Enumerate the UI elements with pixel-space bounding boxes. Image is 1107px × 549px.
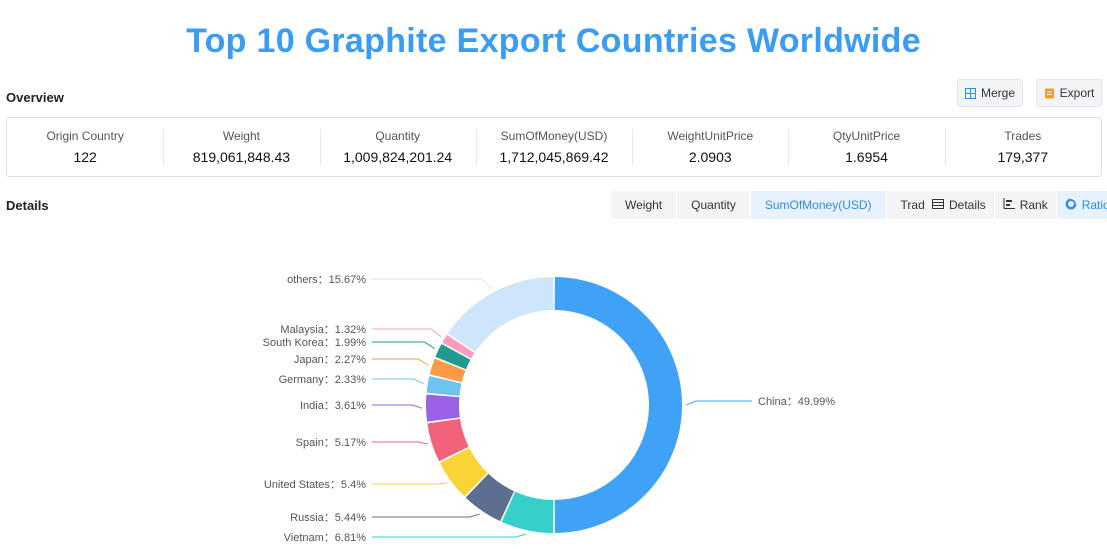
tab-quantity[interactable]: Quantity: [677, 191, 751, 219]
tab-ratio[interactable]: Ratio: [1056, 191, 1107, 219]
slice-label-russia: Russia：5.44%: [290, 512, 366, 524]
tab-ratio-label: Ratio: [1081, 198, 1107, 212]
slice-vietnam[interactable]: [501, 491, 554, 533]
slice-india[interactable]: [426, 394, 460, 422]
merge-button[interactable]: Merge: [957, 79, 1023, 107]
slice-label-malaysia: Malaysia：1.32%: [280, 324, 366, 336]
details-heading: Details: [6, 198, 49, 213]
view-tabs: Details Rank Ratio: [924, 191, 1107, 219]
stat-value: 1.6954: [845, 149, 888, 165]
overview-heading: Overview: [6, 90, 64, 105]
stat-weight-unit-price: WeightUnitPrice 2.0903: [632, 129, 788, 165]
leader-line-china: [685, 400, 752, 406]
slice-japan[interactable]: [429, 358, 466, 383]
stat-qty-unit-price: QtyUnitPrice 1.6954: [788, 129, 944, 165]
slice-label-south-korea: South Korea：1.99%: [263, 337, 367, 349]
slice-others[interactable]: [447, 277, 554, 352]
slice-label-spain: Spain：5.17%: [296, 437, 367, 449]
stat-key: Quantity: [375, 129, 421, 143]
merge-icon: [964, 87, 976, 99]
leader-line-spain: [372, 441, 428, 445]
page-title: Top 10 Graphite Export Countries Worldwi…: [186, 22, 921, 60]
stat-value: 1,009,824,201.24: [343, 149, 453, 165]
slice-label-united-states: United States：5.4%: [264, 479, 366, 491]
leader-line-south-korea: [372, 341, 435, 350]
leader-line-united-states: [372, 482, 448, 485]
tab-details-label: Details: [949, 198, 986, 212]
tab-sum-of-money[interactable]: SumOfMoney(USD): [750, 191, 887, 219]
slice-south-korea[interactable]: [435, 344, 471, 370]
stat-key: Trades: [1004, 129, 1042, 143]
stat-value: 819,061,848.43: [192, 149, 291, 165]
stat-key: Origin Country: [46, 129, 124, 143]
slice-germany[interactable]: [426, 375, 462, 396]
stat-value: 179,377: [997, 149, 1049, 165]
slice-label-vietnam: Vietnam：6.81%: [284, 532, 367, 544]
stat-value: 2.0903: [688, 149, 732, 165]
slice-label-india: India：3.61%: [300, 400, 366, 412]
stat-value: 1,712,045,869.42: [499, 149, 609, 165]
donut-icon: [1065, 197, 1077, 213]
overview-stats: Origin Country 122 Weight 819,061,848.43…: [6, 117, 1102, 177]
tab-weight[interactable]: Weight: [611, 191, 678, 219]
slice-china[interactable]: [554, 277, 682, 533]
export-label: Export: [1059, 86, 1095, 100]
slice-united-states[interactable]: [439, 447, 488, 497]
leader-line-malaysia: [372, 328, 442, 337]
slice-label-japan: Japan：2.27%: [294, 354, 366, 366]
stat-sum-of-money: SumOfMoney(USD) 1,712,045,869.42: [475, 129, 632, 165]
slice-label-china: China：49.99%: [758, 396, 835, 408]
table-icon: [932, 198, 944, 212]
stat-key: QtyUnitPrice: [832, 129, 901, 143]
leader-line-japan: [372, 358, 429, 366]
leader-line-germany: [372, 378, 424, 385]
donut-chart: China：49.99% Vietnam：6.81% Russia：5.44% Uni…: [263, 274, 836, 544]
metric-tabs: Weight Quantity SumOfMoney(USD) Trades: [611, 191, 952, 219]
stat-quantity: Quantity 1,009,824,201.24: [319, 129, 476, 165]
slice-spain[interactable]: [427, 418, 469, 462]
stat-key: SumOfMoney(USD): [500, 129, 608, 143]
export-button[interactable]: Export: [1036, 79, 1102, 107]
slice-malaysia[interactable]: [442, 334, 475, 359]
slice-russia[interactable]: [465, 473, 515, 522]
stat-weight: Weight 819,061,848.43: [163, 129, 319, 165]
export-icon: [1044, 88, 1055, 99]
stat-trades: Trades 179,377: [944, 129, 1101, 165]
slice-label-germany: Germany：2.33%: [279, 374, 367, 386]
stat-origin-country: Origin Country 122: [7, 129, 163, 165]
leader-line-russia: [372, 513, 480, 518]
stat-value: 122: [73, 149, 97, 165]
stat-key: WeightUnitPrice: [667, 129, 754, 143]
stat-key: Weight: [222, 129, 260, 143]
slice-label-others: others：15.67%: [287, 274, 366, 286]
tab-rank[interactable]: Rank: [995, 191, 1057, 219]
leader-line-others: [372, 278, 492, 290]
tab-rank-label: Rank: [1019, 198, 1048, 212]
bar-chart-icon: [1003, 198, 1015, 212]
leader-line-vietnam: [372, 533, 527, 538]
tab-details[interactable]: Details: [924, 191, 995, 219]
merge-label: Merge: [980, 86, 1015, 100]
leader-line-india: [372, 404, 423, 409]
